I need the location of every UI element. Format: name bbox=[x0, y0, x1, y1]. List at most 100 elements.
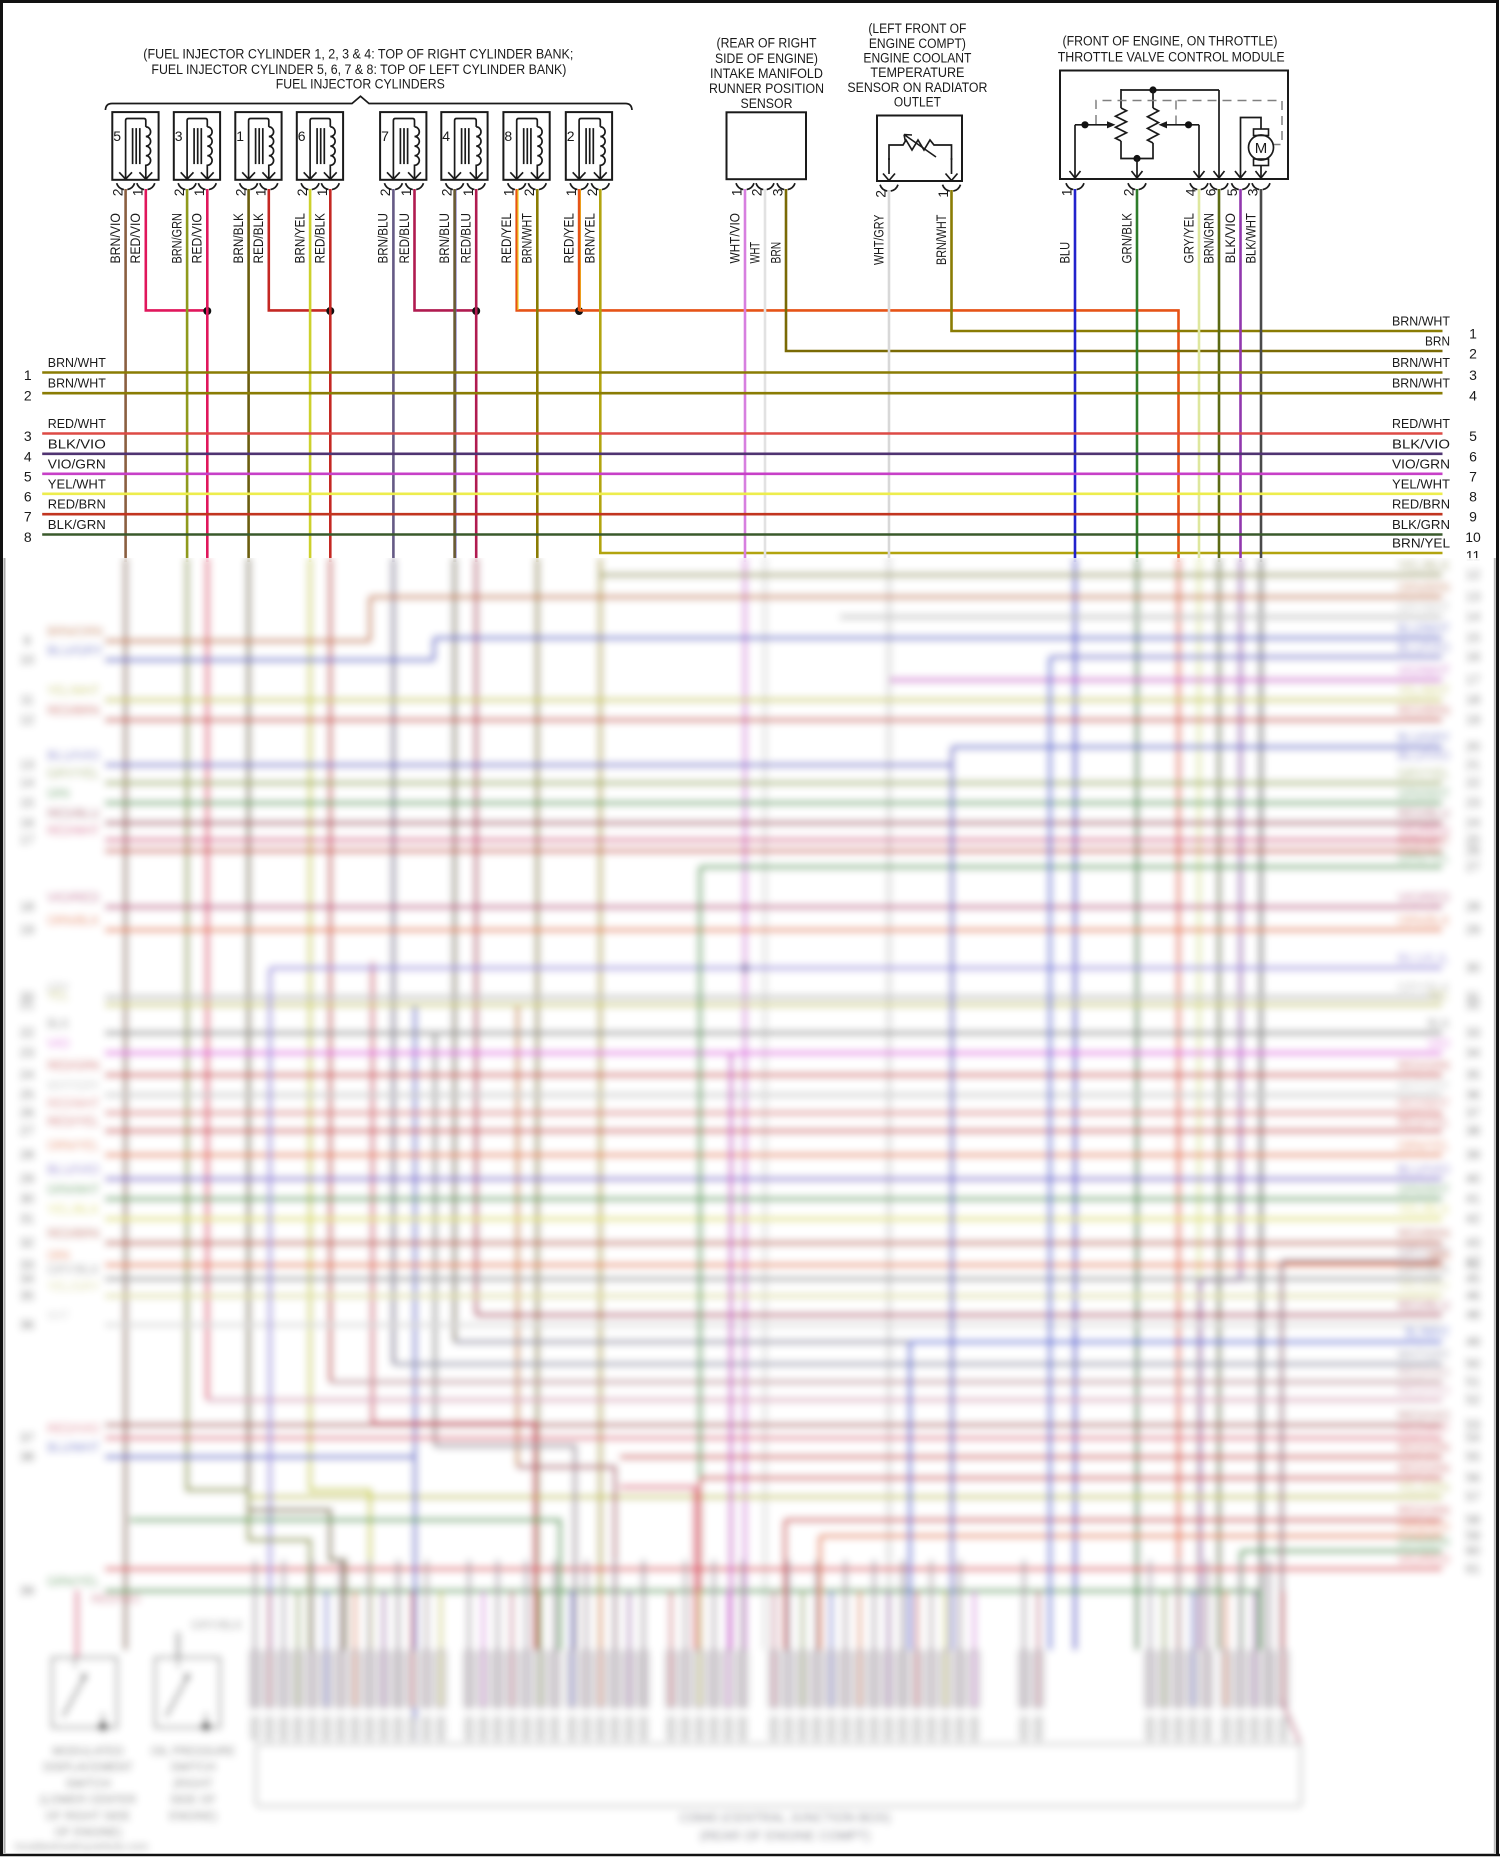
svg-text:YEL/BLK: YEL/BLK bbox=[1398, 1202, 1451, 1217]
svg-text:RED/BRN: RED/BRN bbox=[48, 497, 106, 512]
svg-text:SIDE OF: SIDE OF bbox=[170, 1795, 216, 1807]
svg-text:37: 37 bbox=[20, 1430, 34, 1445]
svg-text:39: 39 bbox=[1466, 1147, 1480, 1162]
svg-text:32: 32 bbox=[20, 1235, 34, 1250]
svg-text:49: 49 bbox=[1466, 1334, 1480, 1349]
svg-text:YEL/BLK: YEL/BLK bbox=[47, 1202, 100, 1217]
svg-text:20: 20 bbox=[1466, 739, 1480, 754]
svg-text:YEL/GRY: YEL/GRY bbox=[47, 1279, 100, 1294]
svg-text:GRY/YEL: GRY/YEL bbox=[1398, 766, 1451, 781]
svg-text:RED/YEL: RED/YEL bbox=[498, 213, 514, 264]
svg-text:BRN/BLU: BRN/BLU bbox=[375, 213, 391, 263]
svg-text:RED/GRN: RED/GRN bbox=[1398, 1461, 1451, 1476]
svg-text:(REAR OF RIGHT: (REAR OF RIGHT bbox=[717, 36, 817, 51]
svg-text:3: 3 bbox=[1469, 367, 1477, 383]
svg-text:GRN/WHT: GRN/WHT bbox=[1398, 1182, 1451, 1197]
svg-text:7: 7 bbox=[24, 509, 32, 525]
svg-text:SENSOR: SENSOR bbox=[741, 96, 793, 111]
svg-text:5: 5 bbox=[1224, 188, 1240, 196]
svg-text:32: 32 bbox=[1466, 997, 1480, 1012]
svg-text:23: 23 bbox=[20, 1045, 34, 1060]
svg-text:(FRONT OF ENGINE, ON THROTTLE): (FRONT OF ENGINE, ON THROTTLE) bbox=[1063, 34, 1278, 49]
svg-text:34: 34 bbox=[20, 1271, 34, 1286]
svg-text:OF RIGHT SIDE: OF RIGHT SIDE bbox=[46, 1811, 131, 1823]
svg-text:19: 19 bbox=[20, 922, 34, 937]
svg-text:44: 44 bbox=[1466, 1257, 1480, 1272]
svg-text:14: 14 bbox=[20, 775, 34, 790]
svg-text:ORN/BLK: ORN/BLK bbox=[1398, 913, 1451, 928]
svg-text:26: 26 bbox=[20, 1105, 34, 1120]
svg-text:BLU/WHT: BLU/WHT bbox=[1398, 621, 1451, 636]
svg-text:RUNNER POSITION: RUNNER POSITION bbox=[709, 81, 824, 96]
svg-text:BRN/WHT: BRN/WHT bbox=[519, 213, 535, 264]
svg-text:2: 2 bbox=[521, 188, 537, 196]
svg-text:VIO/RED: VIO/RED bbox=[1398, 1552, 1451, 1567]
svg-text:4: 4 bbox=[1469, 388, 1477, 404]
svg-text:RED/VIO: RED/VIO bbox=[1398, 1408, 1451, 1423]
svg-text:RED/BLU: RED/BLU bbox=[396, 213, 412, 263]
svg-text:DISPLACEMENT: DISPLACEMENT bbox=[43, 1762, 132, 1774]
svg-text:6: 6 bbox=[298, 128, 306, 144]
svg-text:BRN/ORN: BRN/ORN bbox=[47, 624, 103, 639]
svg-text:BRN/WHT: BRN/WHT bbox=[933, 214, 949, 265]
svg-text:30: 30 bbox=[1466, 960, 1480, 975]
svg-text:ENGINE): ENGINE) bbox=[169, 1811, 217, 1823]
svg-text:WHT/VIO: WHT/VIO bbox=[726, 213, 742, 263]
svg-text:WHT/GRY: WHT/GRY bbox=[1398, 1347, 1451, 1362]
svg-text:12: 12 bbox=[1466, 567, 1480, 582]
svg-text:1: 1 bbox=[1469, 326, 1477, 342]
svg-text:WHT: WHT bbox=[746, 242, 762, 264]
svg-text:RED/BRN: RED/BRN bbox=[47, 703, 100, 718]
svg-text:43: 43 bbox=[1466, 1235, 1480, 1250]
svg-text:RED/GRN: RED/GRN bbox=[47, 1058, 100, 1073]
svg-text:21: 21 bbox=[20, 997, 34, 1012]
svg-text:54: 54 bbox=[1466, 1430, 1480, 1445]
svg-text:1: 1 bbox=[398, 188, 414, 196]
svg-text:21: 21 bbox=[1466, 757, 1480, 772]
svg-text:GRN/YEL: GRN/YEL bbox=[1398, 850, 1451, 865]
svg-text:WHT/GRY: WHT/GRY bbox=[47, 1078, 100, 1093]
svg-text:1: 1 bbox=[130, 188, 146, 196]
svg-text:29: 29 bbox=[1466, 922, 1480, 937]
svg-text:BRN/BLU: BRN/BLU bbox=[436, 213, 452, 263]
svg-text:troubleshootmyvehicle.com: troubleshootmyvehicle.com bbox=[15, 1841, 148, 1853]
svg-text:YEL/WHT: YEL/WHT bbox=[48, 476, 106, 491]
svg-text:GRY/WHT: GRY/WHT bbox=[1398, 600, 1451, 615]
svg-text:BLU/WHT: BLU/WHT bbox=[47, 1440, 100, 1455]
svg-text:THROTTLE VALVE CONTROL MODULE: THROTTLE VALVE CONTROL MODULE bbox=[1058, 50, 1285, 65]
svg-text:3: 3 bbox=[24, 428, 32, 444]
svg-text:RED/BRN: RED/BRN bbox=[47, 1226, 100, 1241]
svg-text:ORN/RED: ORN/RED bbox=[1398, 1519, 1451, 1534]
svg-text:9: 9 bbox=[23, 633, 30, 648]
svg-text:61: 61 bbox=[1466, 1561, 1480, 1576]
svg-text:2: 2 bbox=[294, 188, 310, 196]
svg-text:1: 1 bbox=[191, 188, 207, 196]
svg-text:6: 6 bbox=[1469, 448, 1477, 464]
svg-text:GRY/VIO: GRY/VIO bbox=[1398, 1244, 1451, 1259]
svg-text:40: 40 bbox=[1466, 1171, 1480, 1186]
svg-text:20: 20 bbox=[20, 989, 34, 1004]
svg-text:RED/WHT: RED/WHT bbox=[48, 416, 106, 431]
svg-text:ENGINE COMPT): ENGINE COMPT) bbox=[869, 36, 966, 51]
svg-text:BRN/WHT: BRN/WHT bbox=[1392, 376, 1450, 391]
svg-text:YEL/GRN: YEL/GRN bbox=[1398, 1480, 1451, 1495]
svg-text:35: 35 bbox=[20, 1288, 34, 1303]
svg-text:GRN/BLK: GRN/BLK bbox=[1118, 213, 1134, 264]
svg-text:53: 53 bbox=[1466, 1417, 1480, 1432]
svg-text:1: 1 bbox=[236, 128, 244, 144]
svg-text:15: 15 bbox=[1466, 630, 1480, 645]
svg-text:VIO/RED: VIO/RED bbox=[1398, 823, 1451, 838]
svg-text:7: 7 bbox=[1469, 468, 1477, 484]
svg-text:2: 2 bbox=[109, 188, 125, 196]
svg-text:2: 2 bbox=[584, 188, 600, 196]
svg-text:MODULATED: MODULATED bbox=[52, 1746, 123, 1758]
svg-text:5: 5 bbox=[113, 128, 121, 144]
svg-text:BRN/YEL: BRN/YEL bbox=[582, 213, 598, 264]
svg-text:24: 24 bbox=[20, 1067, 34, 1082]
svg-text:(FUEL INJECTOR CYLINDER 1, 2,: (FUEL INJECTOR CYLINDER 1, 2, 3 & 4: TOP… bbox=[143, 47, 573, 62]
svg-text:17: 17 bbox=[20, 832, 34, 847]
svg-text:RED/BLU: RED/BLU bbox=[1398, 806, 1451, 821]
svg-text:RED/WHT: RED/WHT bbox=[1392, 416, 1450, 431]
svg-text:BRN/WHT: BRN/WHT bbox=[48, 376, 106, 391]
svg-text:4: 4 bbox=[1183, 188, 1199, 196]
